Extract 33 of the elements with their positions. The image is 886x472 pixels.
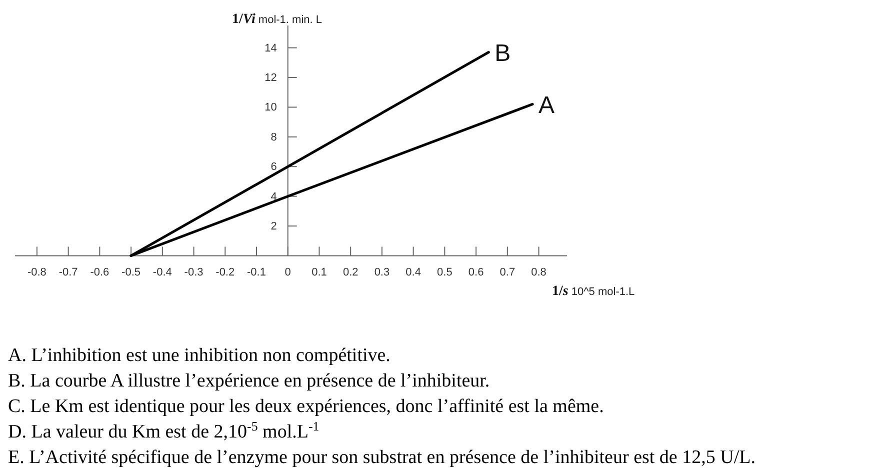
x-tick-label: -0.4 xyxy=(152,266,172,279)
x-tick-label: -0.6 xyxy=(90,266,110,279)
series-label: A xyxy=(538,92,555,120)
text: E. L’Activité spécifique de l’enzyme pour son substrat en présence de l’inhibiteur est de 12,5 U/L. xyxy=(8,447,756,468)
y-axis-title: 1/Vi mol-1. min. L xyxy=(232,12,322,27)
text: B. La courbe A illustre l’expérience en présence de l’inhibiteur. xyxy=(8,370,490,392)
x-tick-label: 0.7 xyxy=(500,266,516,279)
y-tick-label: 14 xyxy=(264,42,277,54)
y-tick-label: 8 xyxy=(270,131,277,144)
x-tick-label: -0.1 xyxy=(247,266,266,279)
text: D. La valeur du Km est de 2,10$^{-5}$ mol.L$^{-1}$ xyxy=(8,418,320,442)
x-tick-label: -0.7 xyxy=(58,266,78,279)
x-tick-label: 0.2 xyxy=(342,266,358,279)
y-tick-label: 12 xyxy=(264,72,277,84)
y-tick-label: 10 xyxy=(264,102,277,114)
x-tick-label: 0.4 xyxy=(406,266,421,279)
x-tick-label: 0.8 xyxy=(531,266,546,279)
x-tick-label: -0.8 xyxy=(27,266,46,279)
x-tick-label: 0.6 xyxy=(468,266,484,279)
x-tick-label: 0 xyxy=(284,266,291,279)
x-tick-label: -0.5 xyxy=(122,266,141,279)
x-tick-label: 0.3 xyxy=(374,266,390,279)
y-tick-label: 6 xyxy=(270,161,277,174)
x-tick-label: -0.3 xyxy=(184,266,204,279)
series-label: B xyxy=(494,40,511,68)
text: C. Le Km est identique pour les deux expériences, donc l’affinité est la même. xyxy=(8,396,604,417)
x-tick-label: -0.2 xyxy=(216,266,235,279)
y-tick-label: 2 xyxy=(270,220,277,233)
text: A. L’inhibition est une inhibition non compétitive. xyxy=(8,345,390,366)
x-tick-label: 0.1 xyxy=(312,266,327,279)
x-tick-label: 0.5 xyxy=(437,266,452,279)
x-axis-title: 1/s 10^5 mol-1.L xyxy=(552,284,635,299)
y-tick-label: 4 xyxy=(270,190,277,203)
